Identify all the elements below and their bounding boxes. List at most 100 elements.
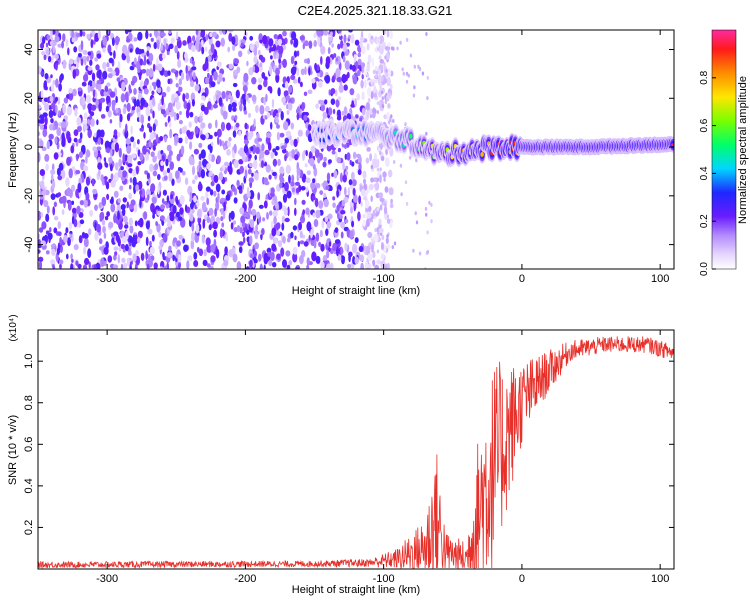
spectrogram-cell — [386, 262, 390, 269]
spectrogram-cell — [232, 44, 236, 52]
spectrogram-cell — [67, 47, 70, 56]
spectrogram-cell — [375, 212, 378, 217]
spectrogram-cell — [150, 183, 156, 193]
y-tick-label: -40 — [23, 237, 35, 253]
spectrogram-cell — [121, 236, 128, 244]
spectrogram-cell — [38, 227, 44, 233]
spectrogram-cell — [343, 34, 347, 44]
spectrogram-cell — [336, 156, 341, 164]
spectrogram-cell — [178, 78, 182, 86]
spectrogram-cell — [140, 49, 145, 54]
spectrogram-cell — [71, 200, 75, 205]
spectrogram-cell — [294, 207, 297, 216]
spectrogram-cell — [119, 113, 123, 123]
spectrogram-cell — [53, 152, 59, 160]
spectrogram-cell — [352, 76, 358, 85]
spectrogram-cell — [168, 150, 173, 157]
spectrogram-cell — [85, 94, 92, 104]
spectrogram-cell — [115, 162, 119, 171]
spectrogram-cell — [306, 57, 310, 65]
spectrogram-cell — [201, 95, 206, 101]
spectrogram-cell — [244, 122, 248, 130]
spectrogram-cell — [62, 136, 66, 145]
spectrogram-cell — [42, 128, 48, 138]
spectrogram-cell — [223, 201, 226, 212]
spectrogram-cell — [192, 35, 196, 42]
spectrogram-cell — [225, 233, 229, 242]
spectrogram-cell — [376, 177, 380, 182]
spectrogram-cell — [166, 144, 172, 152]
spectrogram-cell — [292, 78, 298, 84]
spectrogram-cell — [232, 253, 238, 263]
spectrogram-cell — [339, 34, 343, 41]
spectrogram-cell — [94, 204, 98, 211]
spectrogram-cell — [65, 177, 70, 187]
spectrogram-cell — [124, 154, 128, 161]
spectrogram-cell — [227, 140, 231, 148]
spectrogram-cell — [139, 127, 144, 132]
spectrogram-cell — [291, 187, 296, 193]
spectrogram-cell — [96, 129, 102, 138]
spectrogram-cell — [387, 42, 392, 47]
spectrogram-cell — [50, 118, 54, 124]
spectrogram-cell — [68, 221, 73, 230]
spectrogram-cell — [303, 91, 308, 97]
spectrogram-cell — [253, 50, 257, 56]
spectrogram-cell — [352, 256, 356, 265]
spectrogram-cell — [164, 121, 168, 127]
spectrogram-cell — [63, 234, 68, 243]
spectrogram-cell — [49, 96, 54, 103]
spectrogram-cell — [282, 58, 287, 68]
spectrogram-cell — [352, 179, 357, 187]
spectrogram-cell — [315, 103, 319, 109]
spectrogram-cell — [321, 219, 325, 229]
spectrogram-cell — [312, 212, 316, 218]
snr-x-ticks: -300 -200 -100 0 100 — [96, 330, 669, 585]
spectrogram-cell — [274, 201, 279, 210]
spectrogram-cell — [71, 207, 77, 214]
spectrogram-cell — [276, 112, 279, 119]
spectrogram-cell — [230, 210, 235, 220]
spectrogram-cell — [361, 107, 366, 116]
spectrogram-cell — [203, 249, 207, 257]
spectrogram-cell — [127, 251, 132, 256]
spectrogram-cell — [186, 260, 190, 269]
spectrogram-cell — [210, 244, 216, 253]
spectrogram-cell — [73, 218, 78, 228]
spectrogram-cell — [119, 185, 124, 191]
spectrogram-cell — [168, 121, 172, 128]
spectrogram-cell — [144, 170, 149, 175]
spectrogram-cell — [140, 97, 146, 107]
spectrogram-cell — [92, 89, 96, 98]
spectrogram-cell — [301, 101, 305, 112]
spectrogram-cell — [227, 165, 231, 172]
spectrogram-cell — [342, 161, 345, 171]
spectrogram-cell — [360, 79, 364, 89]
spectrogram-cell — [281, 96, 286, 104]
spectrogram-cell — [87, 66, 93, 71]
spectrogram-cell — [168, 30, 172, 35]
spectrogram-cell — [283, 121, 289, 131]
spectrogram-cell — [255, 211, 261, 219]
spectrogram-cell — [358, 195, 361, 205]
spectrogram-cell — [121, 81, 126, 92]
spectrogram-cell — [50, 74, 53, 79]
spectrogram-cell — [261, 228, 265, 236]
spectrogram-cell — [339, 172, 343, 183]
spectrogram-cell — [347, 263, 352, 269]
spectrogram-cell — [97, 162, 103, 170]
spectrogram-cell — [382, 171, 387, 179]
spectrogram-cell — [90, 39, 94, 49]
spectrogram-cell — [106, 193, 110, 200]
spectrogram-cell — [175, 83, 179, 88]
spectrogram-cell — [189, 213, 194, 222]
spectrogram-cell — [200, 134, 206, 140]
spectrogram-cell — [349, 230, 354, 240]
spectrogram-cell — [200, 169, 206, 179]
spectrogram-cell — [266, 212, 269, 220]
spectrogram-cell — [268, 174, 272, 180]
spectrogram-cell — [290, 66, 297, 76]
spectrogram-cell — [50, 169, 56, 175]
spectrogram-cell — [430, 202, 433, 207]
spectrogram-cell — [238, 149, 242, 156]
